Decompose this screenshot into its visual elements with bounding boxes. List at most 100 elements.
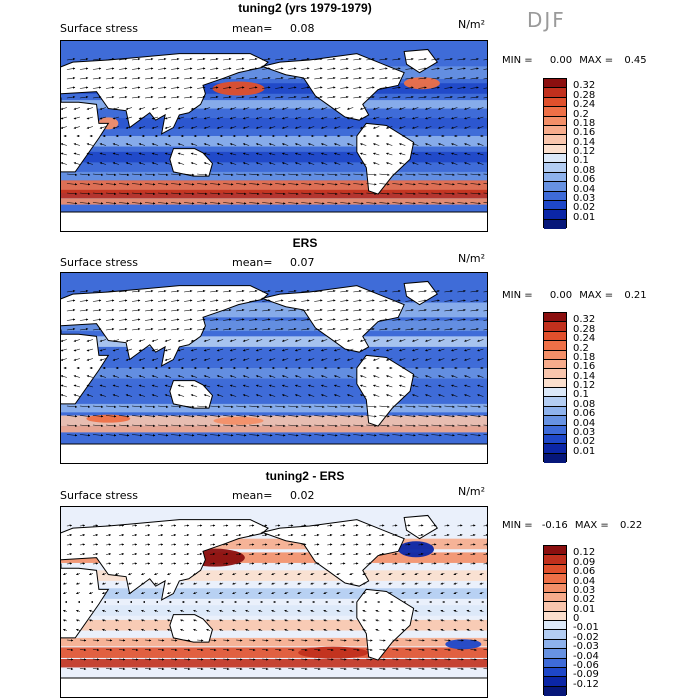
colorbar-tick-label: 0.12 [573,146,596,157]
panel-3-map [60,506,488,698]
colorbar-tick-label: 0.01 [573,211,596,223]
colorbar-tick-label: -0.12 [573,678,599,690]
colorbar-tick-label: 0.28 [573,89,596,101]
stress-band [61,336,487,347]
panel-3-units: N/m² [458,485,486,498]
panel-1-min-value: 0.00 [549,55,573,66]
stress-band [61,552,487,563]
panel-1-max-value: 0.45 [624,55,647,66]
colorbar-swatch [544,686,566,696]
colorbar-swatch [544,79,566,89]
stress-hotspot [298,646,369,659]
colorbar-swatch [544,444,566,454]
panel-2-max-value: 0.21 [624,290,647,301]
stress-band [61,570,487,581]
panel-1-variable-label: Surface stress [60,22,138,35]
colorbar-tick-label: -0.06 [573,659,599,671]
colorbar-tick-label: 0.14 [573,136,596,148]
panel-2-mean-value: 0.07 [290,256,315,269]
stress-band [61,383,487,395]
colorbar-swatch [544,172,566,183]
colorbar-tick-label: 0.06 [573,566,596,578]
colorbar-swatch [544,191,566,201]
colorbar-swatch [544,434,566,445]
panel-1-max-label: MAX = [579,55,614,66]
colorbar-tick-label: -0.04 [573,650,599,662]
land-coastline [61,443,487,463]
colorbar-swatch [544,350,566,360]
stress-hotspot [445,639,482,650]
colorbar-swatch [544,658,566,668]
colorbar-swatch [544,564,566,575]
panel-3-variable-label: Surface stress [60,489,138,502]
colorbar-tick-label: 0.09 [573,556,596,568]
colorbar-swatch [544,649,566,659]
colorbar-tick-label: 0.18 [573,351,596,363]
colorbar-swatch [544,592,566,603]
land-coastline [403,280,439,306]
colorbar-swatch [544,107,566,117]
panel-2-min-value: 0.00 [549,290,573,301]
panel-3-mean-label: mean= [232,489,273,502]
stress-band [61,189,487,199]
colorbar-swatch [544,369,566,379]
colorbar-swatch [544,611,566,621]
colorbar-tick-label: 0.12 [573,547,596,559]
stress-band [61,647,487,658]
stress-band [61,198,487,205]
panel-1-units: N/m² [458,18,486,31]
stress-band [61,171,487,181]
colorbar-swatch [544,621,566,631]
land-coastline [61,97,110,173]
colorbar-swatch [544,583,566,593]
panel-2-max-label: MAX = [579,290,614,301]
colorbar-tick-label: 0.14 [573,370,596,382]
wind-stress-arrows [62,524,487,671]
land-coastline [260,519,405,587]
colorbar-tick-label: 0.04 [573,183,596,195]
colorbar-swatch [544,555,566,565]
stress-hotspot [213,416,264,425]
panel-2-map-plot [61,273,487,463]
stress-hotspot [86,414,131,423]
colorbar-tick-label: 0.03 [573,192,596,204]
panel-3-min-label: MIN = [502,520,533,531]
colorbar-tick-label: 0.28 [573,323,596,335]
colorbar-tick-label: 0.02 [573,202,596,214]
colorbar-tick-label: 0.02 [573,594,596,606]
land-coastline [61,677,487,697]
colorbar-tick-label: 0.04 [573,575,596,587]
stress-band [61,403,487,413]
land-coastline [403,514,439,540]
land-coastline [61,211,487,231]
colorbar-tick-label: 0.08 [573,398,596,410]
colorbar-swatch [544,677,566,687]
panel-1-map [60,40,488,232]
colorbar-tick-label: -0.02 [573,631,599,643]
stress-band [61,118,487,129]
colorbar-swatch [544,425,566,435]
wind-stress-arrows [61,57,487,205]
colorbar-swatch [544,602,566,612]
stress-band [61,368,487,379]
stress-band [61,320,487,332]
panel-2-mean-label: mean= [232,256,273,269]
colorbar-swatch [544,359,566,370]
colorbar-swatch [544,200,566,211]
panel-1-colorbar [543,78,567,229]
panel-3-min-value: -0.16 [541,520,568,531]
stress-band [61,538,487,550]
colorbar-tick-label: 0 [573,613,580,624]
colorbar-swatch [544,546,566,556]
colorbar-swatch [544,219,566,229]
land-coastline [403,48,439,74]
colorbar-swatch [544,313,566,323]
land-coastline [61,519,269,601]
colorbar-swatch [544,97,566,108]
colorbar-tick-label: 0.16 [573,361,596,373]
colorbar-swatch [544,574,566,584]
colorbar-tick-label: 0.06 [573,408,596,420]
stress-hotspot [212,81,265,96]
colorbar-swatch [544,397,566,407]
stress-band [61,637,487,647]
